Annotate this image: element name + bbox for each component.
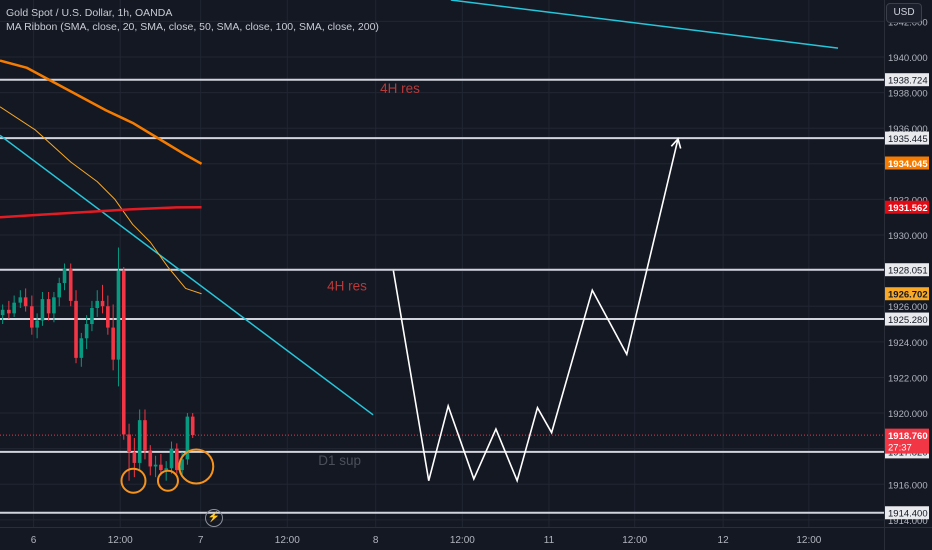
trendline xyxy=(450,0,839,49)
candle-body xyxy=(90,308,94,325)
candle-body xyxy=(35,320,39,328)
level-price-tag xyxy=(885,131,929,145)
currency-button[interactable]: USD xyxy=(886,3,922,23)
x-tick-label: 12 xyxy=(718,535,730,546)
candle-body xyxy=(68,268,73,301)
x-tick-label: 7 xyxy=(198,535,204,546)
level-price-label: 1925.280 xyxy=(888,315,928,326)
candle-body xyxy=(0,309,5,316)
countdown-label: 27:37 xyxy=(888,443,912,454)
level-price-tag xyxy=(885,73,929,87)
price-tag xyxy=(885,428,929,454)
candle-body xyxy=(132,452,137,463)
price-tag xyxy=(885,156,929,170)
price-tag xyxy=(885,200,929,214)
annotation-label: 4H res xyxy=(380,81,420,96)
x-tick-label: 11 xyxy=(544,535,555,546)
annotation-label: D1 sup xyxy=(318,453,361,468)
candle-body xyxy=(95,300,100,309)
candle-body xyxy=(52,297,56,314)
trendline xyxy=(0,134,374,416)
price-tag-label: 1918.760 xyxy=(888,431,928,442)
moving-average-line xyxy=(0,106,202,295)
candle-body xyxy=(143,420,147,451)
highlight-circle xyxy=(156,469,179,492)
symbol-title[interactable]: Gold Spot / U.S. Dollar, 1h, OANDA xyxy=(6,7,173,19)
candle-body xyxy=(106,306,110,328)
price-tag-label: 1931.562 xyxy=(888,203,928,214)
candle-body xyxy=(116,270,121,360)
projection-arrowhead xyxy=(670,137,682,149)
candle-body xyxy=(7,309,11,314)
x-tick-label: 6 xyxy=(31,535,37,546)
candle-body xyxy=(84,324,89,339)
lightning-icon[interactable]: ⚡ xyxy=(205,509,223,527)
candle-body xyxy=(137,420,142,463)
candle-body xyxy=(111,327,115,360)
level-price-label: 1935.445 xyxy=(888,134,928,145)
level-price-label: 1928.051 xyxy=(888,266,928,277)
y-tick-label: 1924.000 xyxy=(888,338,928,349)
candle-body xyxy=(127,434,131,453)
candle-body xyxy=(169,448,174,469)
annotation-label: 4H res xyxy=(327,279,367,294)
candle-body xyxy=(46,299,51,314)
y-tick-label: 1926.000 xyxy=(888,302,928,313)
x-tick-label: 12:00 xyxy=(796,535,821,546)
x-tick-label: 12:00 xyxy=(450,535,475,546)
candle-body xyxy=(12,302,16,314)
level-price-tag xyxy=(885,506,929,520)
y-tick-label: 1930.000 xyxy=(888,231,928,242)
highlight-circle xyxy=(178,448,215,485)
level-price-label: 1938.724 xyxy=(888,75,928,86)
moving-average-line xyxy=(0,205,202,219)
price-tag-label: 1934.045 xyxy=(888,159,928,170)
candle-body xyxy=(30,306,34,328)
y-tick-label: 1940.000 xyxy=(888,53,928,64)
candle-body xyxy=(18,297,23,303)
chart-legend: Gold Spot / U.S. Dollar, 1h, OANDA MA Ri… xyxy=(6,6,379,34)
candle-body xyxy=(23,297,28,307)
candle-body xyxy=(159,464,163,471)
x-tick-label: 12:00 xyxy=(108,535,133,546)
y-tick-label: 1916.000 xyxy=(888,480,928,491)
x-tick-label: 12:00 xyxy=(275,535,300,546)
candle-body xyxy=(74,300,78,358)
x-tick-label: 8 xyxy=(373,535,379,546)
y-tick-label: 1938.000 xyxy=(888,89,928,100)
candle-body xyxy=(175,448,179,471)
candle-body xyxy=(100,300,105,307)
y-tick-label: 1922.000 xyxy=(888,373,928,384)
candle-body xyxy=(164,468,168,471)
candle-body xyxy=(40,299,45,321)
candle-body xyxy=(79,338,84,358)
indicator-label[interactable]: MA Ribbon (SMA, close, 20, SMA, close, 5… xyxy=(6,21,379,33)
level-price-tag xyxy=(885,312,929,326)
candle-body xyxy=(148,450,153,467)
y-tick-label: 1914.000 xyxy=(888,516,928,527)
candle-body xyxy=(190,416,195,436)
candle-body xyxy=(57,283,62,298)
candle-body xyxy=(185,416,190,460)
y-tick-label: 1920.000 xyxy=(888,409,928,420)
candle-body xyxy=(180,459,184,471)
candle-body xyxy=(121,270,126,435)
highlight-circle xyxy=(120,467,147,494)
moving-average-line xyxy=(0,59,203,165)
price-tag-label: 1926.702 xyxy=(888,290,928,301)
level-price-label: 1914.400 xyxy=(888,509,928,520)
price-tag xyxy=(885,287,929,301)
candle-body xyxy=(153,464,158,467)
y-tick-label: 1936.000 xyxy=(888,124,928,135)
level-price-tag xyxy=(885,263,929,277)
time-axis xyxy=(0,527,932,550)
projection-path xyxy=(392,138,679,484)
x-tick-label: 12:00 xyxy=(622,535,647,546)
candle-body xyxy=(62,268,67,284)
